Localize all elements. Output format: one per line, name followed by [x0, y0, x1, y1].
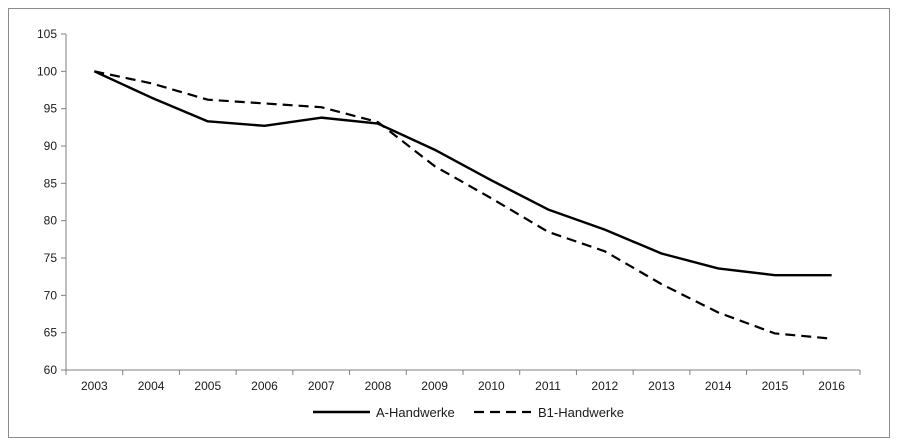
x-tick-label: 2013: [648, 379, 675, 393]
x-tick-label: 2005: [194, 379, 221, 393]
x-tick-label: 2003: [81, 379, 108, 393]
legend-label-a-handwerke: A-Handwerke: [376, 405, 455, 420]
legend: A-Handwerke B1-Handwerke: [313, 405, 624, 420]
x-tick-label: 2014: [705, 379, 732, 393]
series-line-a-handwerke: [93, 70, 832, 277]
x-tick-label: 2016: [818, 379, 845, 393]
x-tick-label: 2015: [762, 379, 789, 393]
y-tick-label: 75: [44, 251, 58, 265]
y-tick-label: 65: [44, 326, 58, 340]
series-line-b1-handwerke: [94, 70, 832, 340]
y-tick-label: 70: [44, 288, 58, 302]
chart-frame: [8, 8, 890, 438]
y-tick-label: 100: [37, 64, 57, 78]
x-tick-label: 2008: [365, 379, 392, 393]
series-layer: [93, 70, 832, 340]
x-tick-label: 2006: [251, 379, 278, 393]
y-tick-label: 80: [44, 214, 58, 228]
y-tick-label: 95: [44, 102, 58, 116]
y-tick-label: 60: [44, 363, 58, 377]
x-tick-label: 2009: [421, 379, 448, 393]
axes: 60 65 70 75 80 85 90 95 100 105 2003 2004 2005 2006 20…: [37, 27, 861, 393]
x-tick-label: 2012: [591, 379, 618, 393]
y-tick-label: 105: [37, 27, 57, 41]
x-tick-label: 2004: [138, 379, 165, 393]
y-tick-label: 90: [44, 139, 58, 153]
x-tick-label: 2011: [535, 379, 561, 393]
y-tick-label: 85: [44, 176, 58, 190]
x-tick-label: 2007: [308, 379, 335, 393]
legend-label-b1-handwerke: B1-Handwerke: [538, 405, 624, 420]
x-tick-label: 2010: [478, 379, 505, 393]
